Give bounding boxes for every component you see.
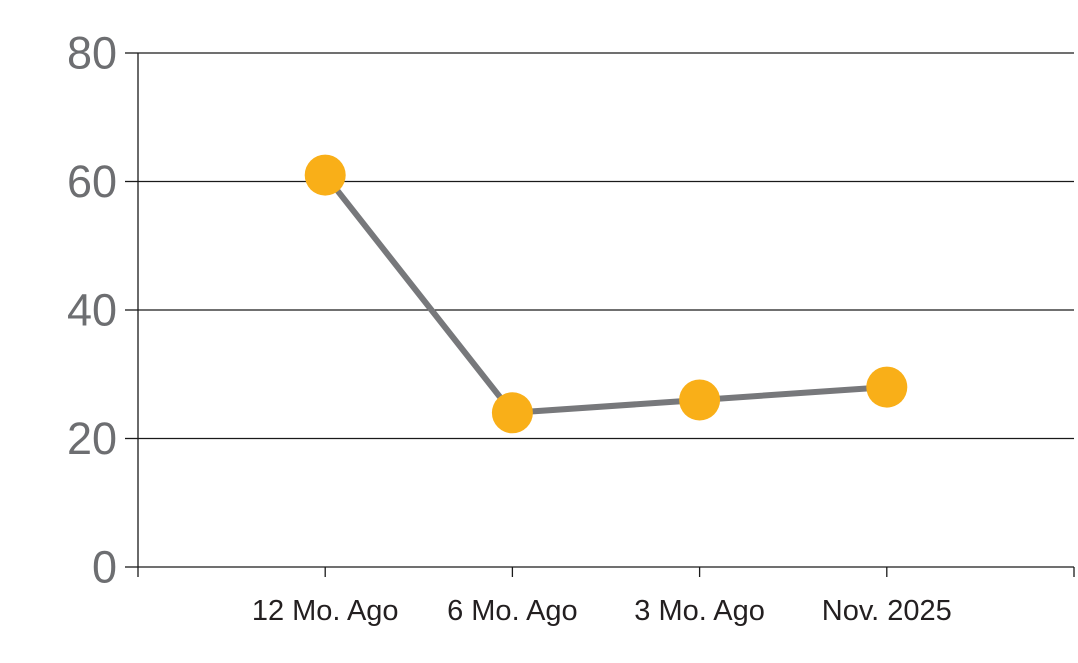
data-point-2 [491, 392, 533, 434]
x-tick-label: 6 Mo. Ago [447, 595, 578, 627]
data-point-3 [679, 379, 721, 421]
series-line [322, 172, 890, 416]
data-point-1 [304, 154, 346, 196]
y-tick-label: 40 [67, 285, 117, 336]
x-tick-label: Nov. 2025 [822, 595, 952, 627]
data-point-4 [866, 366, 908, 408]
y-tick-label: 20 [67, 413, 117, 464]
y-tick-label: 80 [67, 28, 117, 79]
y-tick-label: 60 [67, 156, 117, 207]
y-tick-label: 0 [92, 542, 117, 593]
x-tick-label: 12 Mo. Ago [252, 595, 399, 627]
x-tick-label: 3 Mo. Ago [634, 595, 765, 627]
